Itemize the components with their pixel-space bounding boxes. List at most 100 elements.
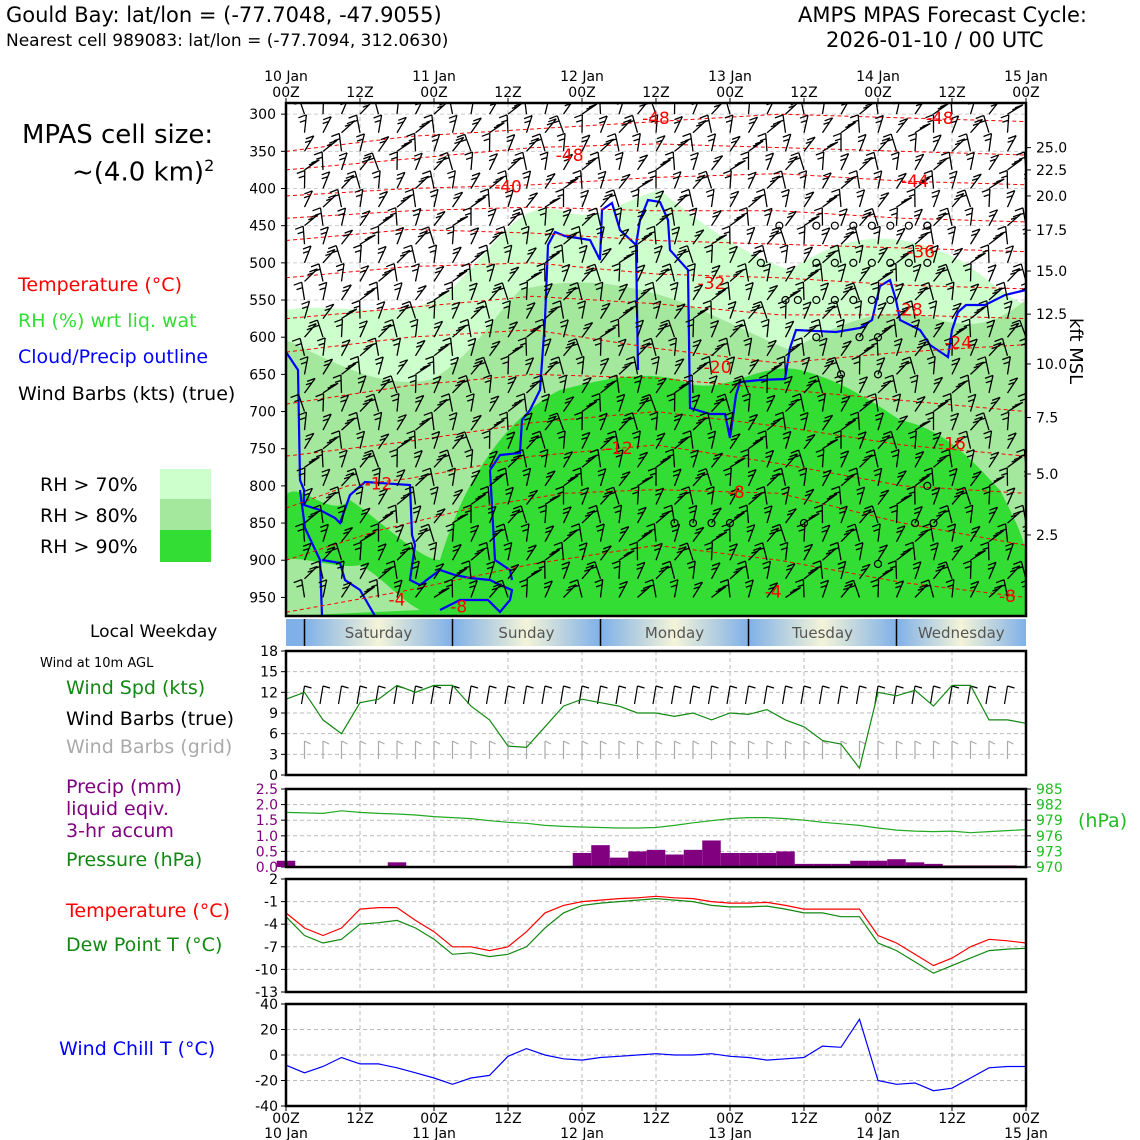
- calm-circle: [756, 258, 765, 267]
- wind-barb: [755, 188, 768, 208]
- panel-ytick-label: 1.5: [256, 813, 278, 829]
- grid-wind-barb: [877, 740, 885, 759]
- wind-barb: [988, 396, 1001, 412]
- wind-barb: [980, 244, 990, 263]
- wind-barb: [856, 189, 866, 208]
- wind-barb: [1006, 322, 1020, 338]
- wind-barb: [618, 252, 635, 264]
- wind-barb: [803, 136, 816, 152]
- wind-barb: [525, 302, 536, 319]
- wind-barb: [489, 122, 505, 134]
- wind-barb: [592, 337, 602, 356]
- calm-circle: [886, 221, 895, 230]
- wind-barb: [370, 523, 380, 542]
- wind-barb: [837, 263, 847, 282]
- kft-tick-label: 5.0: [1036, 467, 1058, 483]
- wind-barb: [478, 244, 491, 263]
- wind-barb: [550, 356, 565, 375]
- wind-barb: [821, 524, 831, 542]
- wind-barb: [649, 114, 659, 133]
- wind-barb: [599, 545, 612, 561]
- wind-barb: [962, 560, 972, 579]
- wind-barb: [636, 561, 646, 580]
- wind-barb: [611, 560, 621, 579]
- wind-barb: [895, 282, 905, 301]
- wind-barb: [655, 377, 667, 394]
- wind-barb: [387, 207, 398, 226]
- wind-barb: [766, 527, 780, 543]
- wind-barb: [754, 542, 768, 561]
- wind-barb: [293, 281, 306, 301]
- wind-barb: [598, 412, 608, 431]
- panel-ytick-label: -40: [255, 1099, 278, 1115]
- wind-barb: [432, 375, 442, 394]
- wind-barb: [413, 449, 423, 468]
- wind-barb: [543, 580, 553, 598]
- grid-wind-barb: [821, 740, 829, 759]
- pressure-ytick-label: 982: [1036, 798, 1063, 814]
- wind-barb: [893, 338, 903, 356]
- wind-barb: [945, 578, 955, 598]
- wind-barb: [931, 486, 941, 505]
- kft-tick-label: 10.0: [1036, 357, 1067, 373]
- wind-barb: [396, 304, 410, 320]
- wind-barb: [859, 211, 872, 227]
- wind-barb: [790, 152, 805, 171]
- wind-barb: [519, 578, 529, 598]
- wind-barb: [931, 189, 941, 208]
- wind-barb: [525, 357, 535, 375]
- wind-barb: [818, 337, 828, 356]
- isotherm-label: -48: [642, 109, 670, 129]
- wind-barb: [705, 486, 715, 505]
- wind-barb: [607, 430, 620, 449]
- pressure-tick-label: 800: [249, 479, 276, 495]
- wind-barb: [450, 356, 460, 375]
- wind-barb: [889, 504, 899, 524]
- wind-barb: [666, 392, 676, 412]
- panel-ytick-label: 0: [269, 768, 278, 784]
- wind-barb: [710, 264, 721, 282]
- wind-barb: [912, 263, 922, 282]
- panel-ytick-label: 2.0: [256, 798, 278, 814]
- wind-barb: [483, 374, 493, 394]
- wind-barb: [755, 486, 768, 505]
- pressure-line: [285, 810, 1027, 834]
- wind-barb: [673, 413, 683, 431]
- wind-barb: [520, 523, 530, 542]
- wind-barb: [817, 393, 826, 412]
- wind-barb: [871, 523, 881, 542]
- wind-barb: [784, 562, 796, 580]
- surface-wind-barb: [985, 685, 997, 705]
- wind-barb: [780, 486, 790, 505]
- wind-barb: [357, 375, 367, 394]
- wind-barb: [661, 560, 676, 579]
- wind-barb: [984, 374, 994, 394]
- panel-ytick-label: 18: [260, 644, 278, 660]
- wind-barb: [367, 337, 380, 356]
- wind-barb: [389, 448, 398, 468]
- grid-wind-barb: [636, 740, 644, 759]
- wind-barb: [783, 375, 793, 394]
- wind10m-panel: 0 3 6 9 12 15 18: [260, 644, 1028, 784]
- wind-barb: [975, 412, 990, 431]
- wind-barb: [299, 356, 309, 375]
- surface-wind-barb: [559, 685, 571, 705]
- wind-barb: [465, 393, 475, 412]
- wind-barb: [581, 134, 591, 152]
- wind-barb: [655, 487, 665, 505]
- wind-barb: [356, 133, 366, 152]
- calm-circle: [867, 221, 876, 230]
- wind-barb: [451, 191, 464, 208]
- pressure-label: Pressure (hPa): [66, 849, 203, 871]
- wind-barb: [1007, 104, 1024, 115]
- surface-wind-barb: [430, 685, 442, 705]
- wind-barb: [618, 283, 629, 301]
- calm-circle: [707, 518, 716, 528]
- wind-barb: [686, 560, 696, 579]
- wind-barb: [414, 582, 427, 598]
- precip-bar: [887, 859, 906, 867]
- legend-rh90-label: RH > 90%: [40, 536, 138, 558]
- wind-barb: [468, 282, 478, 301]
- wind-barb: [552, 300, 565, 319]
- surface-wind-barb: [522, 685, 534, 705]
